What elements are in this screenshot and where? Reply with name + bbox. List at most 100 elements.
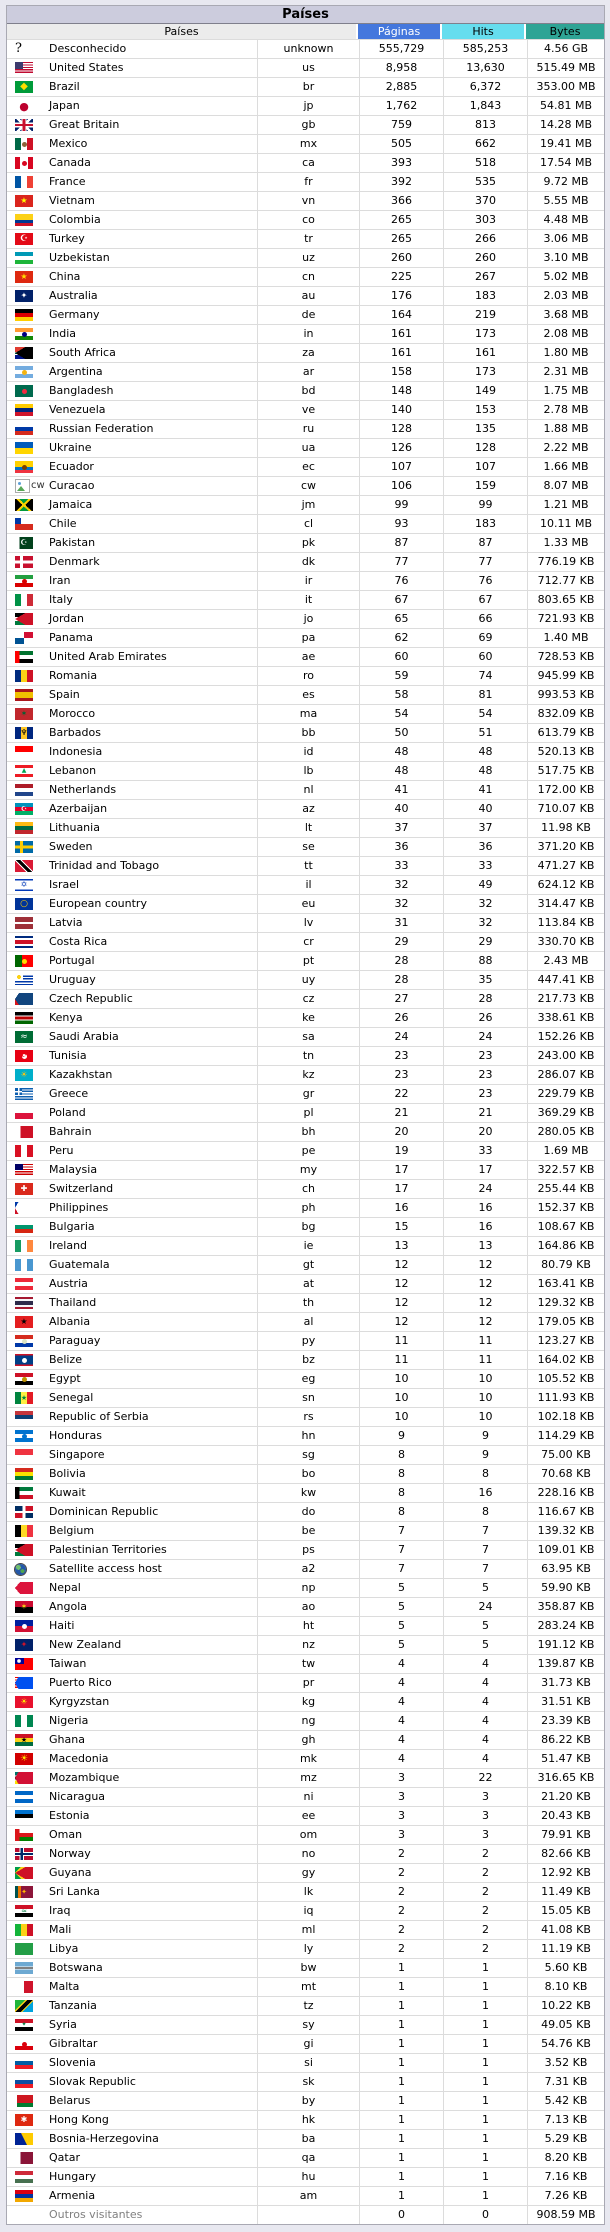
hits-value: 36: [443, 838, 527, 856]
table-row: United States us 8,958 13,630 515.49 MB: [7, 58, 604, 77]
country-name: Sri Lanka: [49, 1885, 100, 1898]
country-name: Guatemala: [49, 1258, 110, 1271]
flag-ir-icon: [15, 575, 33, 587]
country-code: ao: [257, 1598, 359, 1616]
flag-glyph: ●: [19, 99, 29, 113]
bytes-value: 70.68 KB: [527, 1465, 604, 1483]
country-name: Turkey: [49, 232, 85, 245]
flag-np-icon: [15, 1582, 33, 1594]
country-name: Pakistan: [49, 536, 96, 549]
bytes-value: 286.07 KB: [527, 1066, 604, 1084]
table-row: Philippines ph 16 16 152.37 KB: [7, 1198, 604, 1217]
country-code: uz: [257, 249, 359, 267]
hits-value: 4: [443, 1693, 527, 1711]
pages-value: 1: [359, 2054, 443, 2072]
country-name: Saudi Arabia: [49, 1030, 119, 1043]
hits-value: 4: [443, 1750, 527, 1768]
flag-cell: [7, 1199, 44, 1217]
flag-co-icon: [15, 214, 33, 226]
bytes-value: 51.47 KB: [527, 1750, 604, 1768]
country-name: Tanzania: [49, 1999, 97, 2012]
country-code: gb: [257, 116, 359, 134]
pages-value: 13: [359, 1237, 443, 1255]
table-row: Poland pl 21 21 369.29 KB: [7, 1103, 604, 1122]
flag-tt-icon: [15, 860, 33, 872]
country-name: Argentina: [49, 365, 103, 378]
column-header-countries: Países: [7, 24, 356, 39]
table-row: Malta mt 1 1 8.10 KB: [7, 1977, 604, 1996]
flag-kz-icon: ☀: [15, 1069, 33, 1081]
flag-uz-icon: [15, 252, 33, 264]
country-code: in: [257, 325, 359, 343]
country-code: my: [257, 1161, 359, 1179]
country-code: cl: [257, 515, 359, 533]
country-name: Palestinian Territories: [49, 1543, 167, 1556]
table-row: Belarus by 1 1 5.42 KB: [7, 2091, 604, 2110]
country-name: Kyrgyzstan: [49, 1695, 110, 1708]
flag-dk-icon: [15, 556, 33, 568]
flag-sa-icon: ≈: [15, 1031, 33, 1043]
pages-value: 2: [359, 1864, 443, 1882]
hits-value: 99: [443, 496, 527, 514]
flag-lv-icon: [15, 917, 33, 929]
flag-vn-icon: ★: [15, 195, 33, 207]
pages-value: 10: [359, 1370, 443, 1388]
bytes-value: 108.67 KB: [527, 1218, 604, 1236]
table-row: Bulgaria bg 15 16 108.67 KB: [7, 1217, 604, 1236]
hits-value: 662: [443, 135, 527, 153]
pages-value: 126: [359, 439, 443, 457]
bytes-value: 86.22 KB: [527, 1731, 604, 1749]
hits-value: 4: [443, 1674, 527, 1692]
pages-value: 23: [359, 1066, 443, 1084]
bytes-value: 63.95 KB: [527, 1560, 604, 1578]
flag-sn-icon: ★: [15, 1392, 33, 1404]
flag-bd-icon: [15, 385, 33, 397]
flag-au-icon: ✦: [15, 290, 33, 302]
bytes-value: 1.75 MB: [527, 382, 604, 400]
hits-value: 7: [443, 1560, 527, 1578]
pages-value: 161: [359, 344, 443, 362]
flag-za-icon: [15, 347, 33, 359]
flag-cell: [7, 1085, 44, 1103]
flag-jp-icon: ●: [15, 100, 33, 112]
country-code: pr: [257, 1674, 359, 1692]
country-name: Barbados: [49, 726, 101, 739]
country-name: Curacao: [49, 479, 95, 492]
hits-value: 29: [443, 933, 527, 951]
country-code: za: [257, 344, 359, 362]
pages-value: 1: [359, 2149, 443, 2167]
bytes-value: 19.41 MB: [527, 135, 604, 153]
bytes-value: 123.27 KB: [527, 1332, 604, 1350]
bytes-value: 5.55 MB: [527, 192, 604, 210]
hits-value: 153: [443, 401, 527, 419]
table-row: ★ China cn 225 267 5.02 MB: [7, 267, 604, 286]
pages-value: 41: [359, 781, 443, 799]
pages-value: 1: [359, 2073, 443, 2091]
flag-cell: [7, 591, 44, 609]
flag-pa-icon: [15, 632, 33, 644]
pages-value: 48: [359, 743, 443, 761]
bytes-value: 114.29 KB: [527, 1427, 604, 1445]
flag-glyph: ☪: [20, 538, 28, 547]
table-row: ✚ Switzerland ch 17 24 255.44 KB: [7, 1179, 604, 1198]
flag-cell: [7, 2035, 44, 2053]
country-name: Nicaragua: [49, 1790, 106, 1803]
hits-value: 4: [443, 1712, 527, 1730]
hits-value: 9: [443, 1427, 527, 1445]
table-row: Taiwan tw 4 4 139.87 KB: [7, 1654, 604, 1673]
flag-cell: [7, 2092, 44, 2110]
hits-value: 1: [443, 2111, 527, 2129]
flag-cell: [7, 344, 44, 362]
country-code: ec: [257, 458, 359, 476]
pages-value: 4: [359, 1731, 443, 1749]
flag-se-icon: [15, 841, 33, 853]
pages-value: 3: [359, 1788, 443, 1806]
country-name: Czech Republic: [49, 992, 133, 1005]
flag-cell: [7, 1864, 44, 1882]
flag-cell: ★: [7, 192, 44, 210]
bytes-value: 338.61 KB: [527, 1009, 604, 1027]
bytes-value: 7.26 KB: [527, 2187, 604, 2205]
hits-value: 1: [443, 1997, 527, 2015]
country-name: Malta: [49, 1980, 80, 1993]
country-code: dk: [257, 553, 359, 571]
